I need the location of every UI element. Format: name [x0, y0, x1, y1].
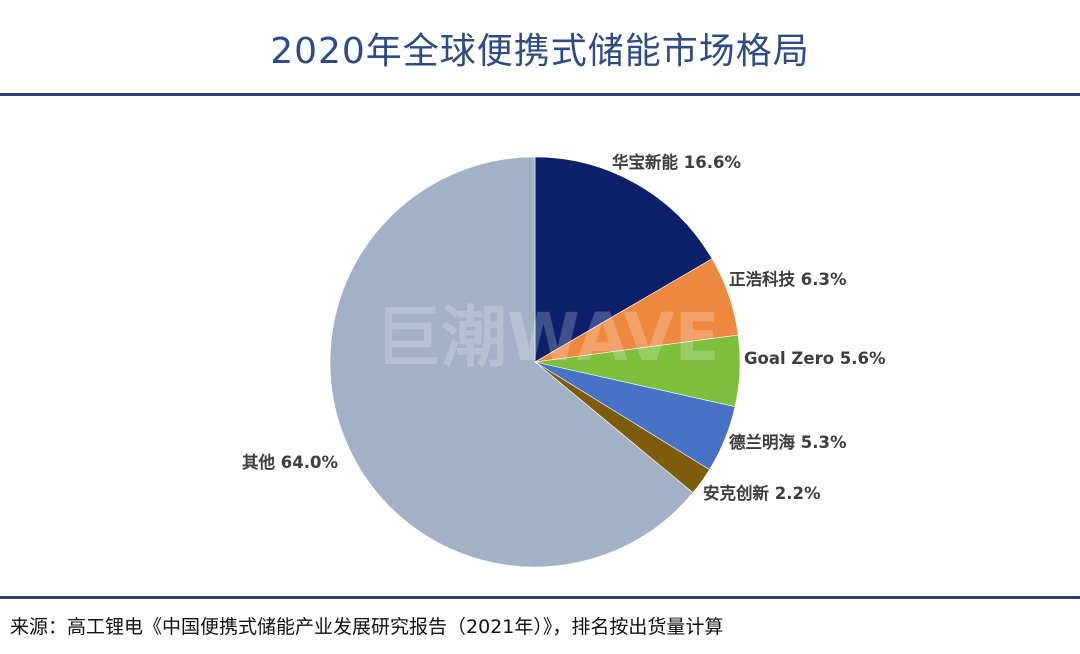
slice-label-5: 其他 64.0% — [242, 452, 338, 472]
title-divider — [0, 93, 1080, 96]
slice-label-4: 安克创新 2.2% — [703, 483, 821, 503]
chart-title: 2020年全球便携式储能市场格局 — [270, 31, 810, 72]
pie-slice-5 — [329, 156, 694, 568]
slice-label-1: 正浩科技 6.3% — [729, 269, 847, 289]
slice-label-0: 华宝新能 16.6% — [612, 152, 741, 172]
watermark-logo: 巨潮WAVE — [375, 299, 720, 376]
source-note: 来源：高工锂电《中国便携式储能产业发展研究报告（2021年）》，排名按出货量计算 — [10, 616, 724, 638]
footer-divider — [0, 596, 1080, 599]
pie-slice-0 — [534, 156, 713, 363]
slice-label-2: Goal Zero 5.6% — [744, 349, 886, 368]
slice-label-3: 德兰明海 5.3% — [729, 432, 847, 452]
